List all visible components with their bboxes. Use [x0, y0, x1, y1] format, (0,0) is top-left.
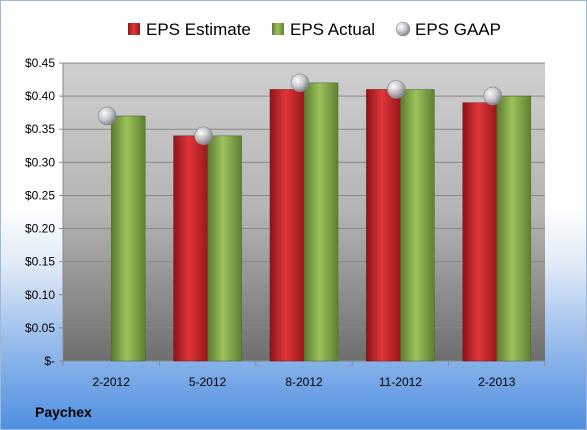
x-tick-label: 11-2012	[379, 375, 422, 389]
bar-eps-actual-2-2012	[110, 115, 146, 362]
legend-label: EPS Estimate	[146, 20, 251, 39]
y-tick-label: $0.20	[25, 222, 55, 236]
marker-eps-gaap-5-2012	[194, 126, 213, 146]
legend-label: EPS Actual	[290, 20, 375, 39]
legend-swatch-eps-actual	[272, 23, 284, 35]
y-tick-label: $0.10	[25, 288, 55, 302]
marker-eps-gaap-2-2012	[97, 106, 117, 126]
marker-eps-gaap-2-2013	[483, 86, 503, 106]
marker-eps-gaap-11-2012	[387, 80, 406, 99]
marker-eps-gaap-8-2012	[290, 73, 310, 93]
legend-swatch-eps-gaap	[395, 21, 411, 37]
bar-eps-estimate-2-2013	[462, 102, 498, 362]
x-tick-label: 5-2012	[189, 375, 227, 389]
y-tick-label: $0.40	[25, 89, 55, 103]
company-label: Paychex	[35, 404, 92, 420]
bar-eps-actual-2-2013	[496, 95, 532, 362]
legend-swatch-eps-estimate	[128, 23, 140, 35]
y-tick-label: $0.30	[25, 155, 55, 169]
x-tick-label: 2-2012	[93, 375, 131, 389]
y-tick-label: $0.35	[25, 122, 55, 136]
bar-eps-actual-11-2012	[400, 89, 435, 362]
bar-eps-actual-8-2012	[303, 82, 339, 362]
legend-label: EPS GAAP	[415, 20, 501, 39]
y-tick-label: $0.05	[25, 321, 55, 335]
bar-eps-estimate-8-2012	[269, 89, 305, 362]
legend: EPS Estimate EPS Actual EPS GAAP	[128, 20, 501, 39]
y-tick-label: $0.25	[25, 188, 55, 202]
bar-eps-estimate-5-2012	[173, 135, 208, 362]
plot-area: $- $0.05 $0.10 $0.15 $0.20 $0.25 $0.30 $0.35 $0.…	[25, 56, 546, 389]
y-tick-label: $0.15	[25, 255, 55, 269]
x-tick-label: 8-2012	[285, 375, 323, 389]
x-tick-label: 2-2013	[478, 375, 516, 389]
bar-eps-actual-5-2012	[207, 135, 242, 362]
y-tick-label: $0.45	[25, 56, 55, 70]
bar-eps-estimate-11-2012	[366, 89, 401, 362]
y-tick-label: $-	[44, 354, 55, 368]
